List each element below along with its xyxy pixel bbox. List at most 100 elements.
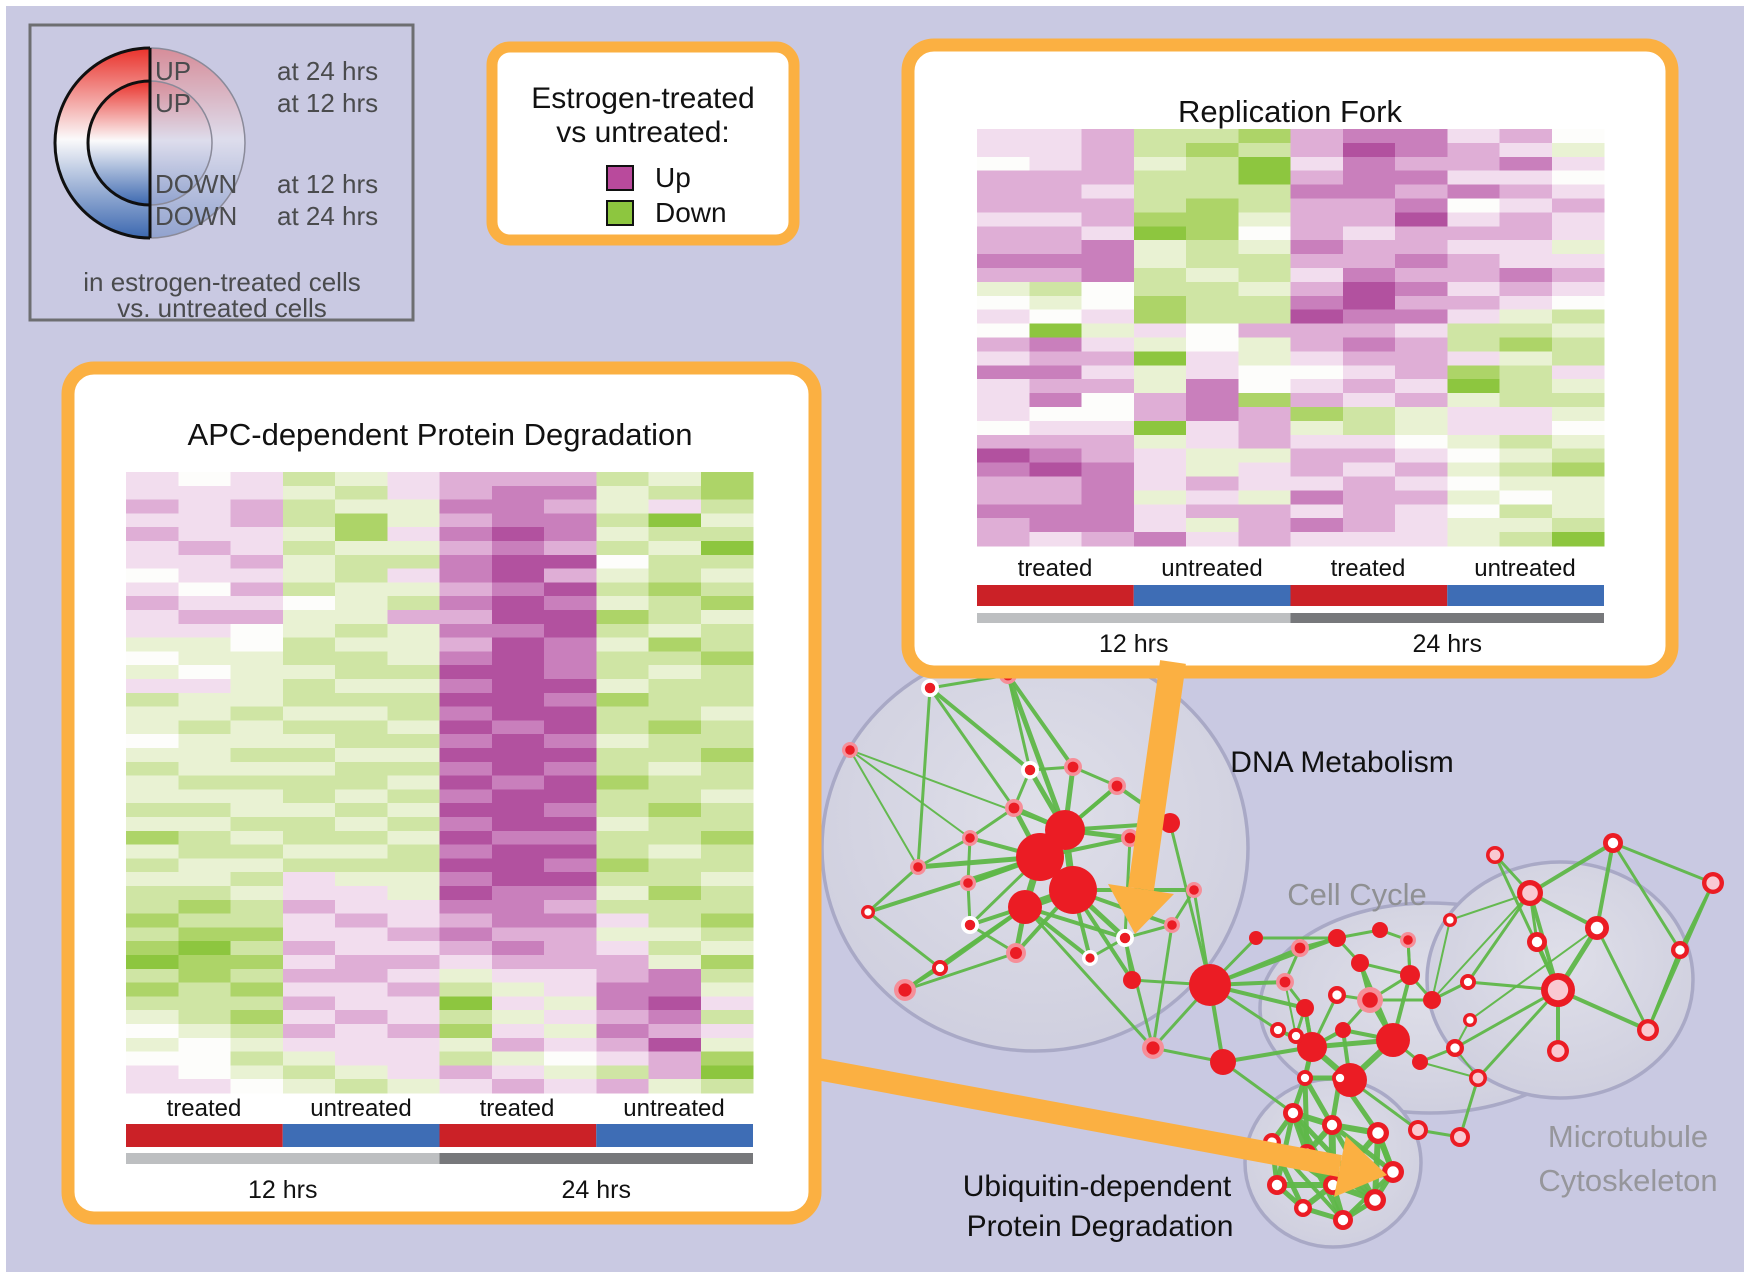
heatmap-cell (648, 1051, 702, 1066)
heatmap-cell (178, 554, 231, 570)
network-edge (1646, 948, 1682, 1032)
heatmap-cell (1551, 393, 1605, 408)
network-edge (1469, 927, 1598, 1021)
heatmap-cell (596, 485, 649, 501)
heatmap-cell (648, 651, 702, 666)
heatmap-cell (544, 996, 597, 1011)
network-edge (1449, 892, 1531, 921)
heatmap-cell (977, 351, 1030, 366)
heatmap-cell (230, 541, 284, 556)
heatmap-cell (1133, 476, 1187, 491)
heatmap-cell (1133, 462, 1187, 477)
heatmap-cell (1238, 351, 1291, 366)
heatmap-cell (491, 941, 545, 956)
heatmap-cell (544, 499, 597, 514)
heatmap-cell (1290, 434, 1344, 450)
network-edge (849, 749, 919, 868)
heatmap-cell (335, 858, 388, 873)
heatmap-cell (178, 858, 231, 873)
heatmap-cell (596, 706, 649, 721)
network-node-pink-center-fill (1547, 979, 1569, 1001)
heatmap-cell (439, 596, 493, 611)
heatmap-cell (596, 817, 649, 832)
heatmap-cell (126, 582, 179, 597)
network-node-solid (1016, 833, 1064, 881)
network-node-pink-ring-core (1111, 780, 1123, 792)
heatmap-cell (126, 541, 179, 556)
network-node-pink-center-fill (1489, 849, 1501, 861)
heatmap-cell (230, 485, 284, 501)
heatmap-cell (1342, 476, 1396, 491)
heatmap-cell (1133, 420, 1187, 436)
heatmap-cell (700, 1037, 754, 1053)
network-node-pink-ring-core (1189, 885, 1199, 895)
heatmap-cell (439, 899, 493, 915)
heatmap-cell (387, 982, 440, 997)
heatmap-cell (700, 637, 754, 652)
heatmap-cell (1081, 462, 1135, 477)
heatmap-cell (596, 982, 649, 997)
apc-group-label-0: treated (167, 1095, 242, 1122)
heatmap-cell (596, 1065, 649, 1080)
heatmap-cell (1029, 309, 1082, 325)
heatmap-cell (596, 513, 649, 528)
heatmap-cell (491, 623, 545, 639)
heatmap-cell (439, 996, 493, 1011)
network-edge (928, 686, 1016, 810)
heatmap-cell (439, 1051, 493, 1066)
heatmap-cell (1081, 490, 1135, 505)
heatmap-cell (648, 706, 702, 721)
heatmap-cell (1499, 295, 1553, 311)
heatmap-cell (387, 596, 440, 611)
heatmap-cell (1029, 254, 1082, 269)
heatmap-cell (648, 803, 702, 818)
heatmap-cell (648, 541, 702, 556)
heatmap-cell (230, 1051, 284, 1066)
network-edge (1302, 1075, 1310, 1156)
network-node-pink-ring-core (1146, 1041, 1160, 1055)
heatmap-cell (178, 748, 231, 763)
heatmap-cell (544, 651, 597, 666)
heatmap-cell (1081, 393, 1135, 408)
heatmap-cell (700, 1051, 754, 1066)
heatmap-cell (230, 927, 284, 942)
heatmap-cell (648, 748, 702, 763)
heatmap-cell (491, 913, 545, 928)
heatmap-cell (1447, 420, 1500, 436)
heatmap-cell (1395, 434, 1448, 450)
heatmap-cell (282, 541, 336, 556)
heatmap-cell (335, 775, 388, 790)
heatmap-cell (282, 775, 336, 790)
heatmap-cell (1395, 476, 1448, 491)
heatmap-cell (178, 692, 231, 708)
heatmap-cell (126, 596, 179, 611)
network-node-donut-hole (1335, 1073, 1345, 1083)
network-node-pink-center-fill (1522, 885, 1538, 901)
heatmap-cell (544, 830, 597, 846)
heatmap-cell (491, 748, 545, 763)
heatmap-cell (439, 913, 493, 928)
network-edge (866, 865, 920, 914)
heatmap-cell (335, 623, 388, 639)
heatmap-cell (1029, 351, 1082, 366)
heatmap-cell (1551, 156, 1605, 172)
heatmap-cell (648, 858, 702, 873)
heatmap-cell (596, 968, 649, 984)
heatmap-cell (700, 803, 754, 818)
heatmap-cell (977, 142, 1030, 158)
heatmap-cell (1186, 337, 1239, 352)
heatmap-cell (282, 692, 336, 708)
heatmap-cell (282, 803, 336, 818)
heatmap-cell (491, 775, 545, 790)
heatmap-cell (700, 941, 754, 956)
heatmap-cell (1081, 434, 1135, 450)
heatmap-cell (491, 651, 545, 666)
heatmap-cell (1447, 379, 1500, 394)
heatmap-cell (178, 996, 231, 1011)
heatmap-cell (1342, 226, 1396, 241)
heatmap-cell (596, 955, 649, 970)
apc-panel: APC-dependent Protein Degradation treate… (61, 361, 822, 1225)
heatmap-cell (1029, 240, 1082, 255)
network-edge (1419, 1061, 1479, 1079)
network-node-donut-hole (864, 908, 872, 916)
